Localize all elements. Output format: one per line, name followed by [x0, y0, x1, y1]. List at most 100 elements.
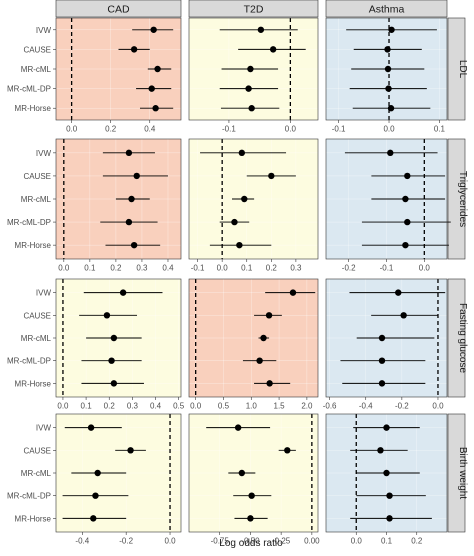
panel-border-fasting-glucose-asthma: [325, 278, 448, 398]
panel-border-ldl-asthma: [325, 17, 448, 121]
point-birth-weight-t2d-ivw: [234, 424, 242, 431]
point-triglycerides-t2d-ivw: [238, 149, 246, 157]
method-label-triglycerides-mr-cml: MR-cML: [21, 195, 52, 204]
xtick-label-birth-weight-cad-2: 0.0: [164, 537, 176, 546]
point-triglycerides-asthma-mr-horse: [402, 241, 409, 249]
point-ldl-asthma-cause: [384, 46, 391, 53]
xtick-label-birth-weight-t2d-1: -0.50: [241, 537, 260, 546]
point-fasting-glucose-t2d-cause: [265, 312, 273, 319]
xtick-label-triglycerides-cad-4: 0.4: [162, 264, 174, 273]
point-fasting-glucose-t2d-mr-cml: [260, 334, 267, 342]
method-label-birth-weight-cause: CAUSE: [23, 446, 51, 455]
method-label-ldl-mr-cml-dp: MR-cML-DP: [7, 85, 51, 94]
point-birth-weight-t2d-mr-cml-dp: [248, 492, 255, 499]
exposure-strip-triglycerides: [447, 138, 466, 260]
outcome-label-t2d: T2D: [244, 4, 264, 16]
method-label-fasting-glucose-mr-horse: MR-Horse: [15, 379, 52, 388]
point-ldl-cad-mr-cml-dp: [148, 85, 155, 92]
outcome-strip-asthma: [325, 0, 448, 18]
point-ldl-t2d-mr-horse: [248, 105, 255, 112]
outcome-strip-cad: [55, 0, 182, 18]
xtick-label-triglycerides-asthma-2: 0.0: [419, 264, 431, 273]
method-label-fasting-glucose-ivw: IVW: [36, 289, 52, 298]
point-fasting-glucose-t2d-mr-horse: [266, 380, 273, 387]
point-triglycerides-cad-ivw: [125, 149, 133, 157]
point-triglycerides-t2d-cause: [268, 172, 275, 180]
point-birth-weight-asthma-ivw: [383, 424, 390, 431]
point-triglycerides-cad-mr-cml-dp: [125, 218, 133, 226]
xtick-label-ldl-cad-0: 0.0: [66, 125, 78, 134]
exposure-label-ldl: LDL: [457, 60, 468, 79]
method-label-birth-weight-mr-horse: MR-Horse: [15, 514, 52, 523]
xtick-label-fasting-glucose-t2d-4: 2.0: [301, 402, 313, 411]
point-triglycerides-asthma-mr-cml: [402, 195, 409, 203]
point-fasting-glucose-cad-mr-horse: [110, 380, 118, 387]
point-triglycerides-asthma-cause: [404, 172, 411, 180]
method-label-fasting-glucose-cause: CAUSE: [23, 311, 51, 320]
method-label-ldl-mr-horse: MR-Horse: [15, 104, 52, 113]
xtick-label-ldl-t2d-0: -0.1: [222, 125, 236, 134]
xtick-label-triglycerides-asthma-0: -0.2: [342, 264, 356, 273]
exposure-strip-fasting-glucose: [447, 278, 466, 398]
point-fasting-glucose-cad-ivw: [119, 289, 127, 296]
panel-border-fasting-glucose-t2d: [188, 278, 319, 398]
point-birth-weight-t2d-mr-cml: [238, 469, 246, 477]
point-fasting-glucose-cad-mr-cml: [110, 334, 118, 342]
point-birth-weight-cad-cause: [127, 447, 134, 454]
point-fasting-glucose-asthma-mr-cml: [378, 334, 386, 342]
point-ldl-asthma-mr-cml: [384, 65, 392, 73]
point-triglycerides-t2d-mr-horse: [236, 241, 243, 249]
method-label-fasting-glucose-mr-cml-dp: MR-cML-DP: [7, 357, 51, 366]
point-birth-weight-cad-mr-horse: [90, 515, 97, 522]
xtick-label-ldl-asthma-0: -0.1: [332, 125, 346, 134]
xtick-label-triglycerides-t2d-3: 0.2: [266, 264, 278, 273]
xtick-label-ldl-t2d-1: 0.0: [285, 125, 297, 134]
exposure-label-fasting-glucose: Fasting glucose: [457, 303, 468, 373]
point-fasting-glucose-t2d-mr-cml-dp: [256, 357, 263, 364]
point-triglycerides-cad-mr-horse: [130, 241, 138, 249]
point-triglycerides-cad-mr-cml: [128, 195, 135, 203]
xtick-label-fasting-glucose-t2d-3: 1.5: [274, 402, 286, 411]
point-fasting-glucose-asthma-cause: [400, 312, 407, 319]
point-triglycerides-asthma-ivw: [387, 149, 394, 157]
xtick-label-triglycerides-cad-2: 0.2: [110, 264, 122, 273]
point-birth-weight-asthma-cause: [377, 447, 384, 454]
point-fasting-glucose-asthma-mr-horse: [378, 380, 386, 387]
outcome-label-asthma: Asthma: [369, 4, 405, 16]
panel-border-ldl-t2d: [188, 17, 319, 121]
xtick-label-fasting-glucose-asthma-0: -0.6: [323, 402, 337, 411]
point-ldl-t2d-ivw: [257, 26, 265, 33]
exposure-label-triglycerides: Triglycerides: [457, 171, 468, 227]
panel-border-triglycerides-t2d: [188, 138, 319, 260]
method-label-triglycerides-ivw: IVW: [36, 149, 52, 158]
xtick-label-fasting-glucose-cad-5: 0.5: [173, 402, 185, 411]
xtick-label-birth-weight-t2d-2: -0.25: [272, 537, 291, 546]
point-ldl-t2d-cause: [269, 46, 277, 53]
point-birth-weight-t2d-mr-horse: [247, 515, 254, 522]
method-label-birth-weight-mr-cml-dp: MR-cML-DP: [7, 492, 51, 501]
outcome-strip-t2d: [188, 0, 319, 18]
xtick-label-birth-weight-t2d-0: -0.75: [211, 537, 230, 546]
xtick-label-fasting-glucose-t2d-1: 0.5: [218, 402, 230, 411]
xtick-label-triglycerides-t2d-2: 0.1: [241, 264, 253, 273]
xtick-label-fasting-glucose-cad-2: 0.2: [104, 402, 116, 411]
xtick-label-triglycerides-t2d-0: -0.1: [191, 264, 205, 273]
xtick-label-triglycerides-cad-3: 0.3: [136, 264, 148, 273]
point-ldl-cad-mr-cml: [154, 65, 161, 73]
xtick-label-fasting-glucose-cad-4: 0.4: [150, 402, 162, 411]
xtick-label-ldl-cad-2: 0.4: [144, 125, 156, 134]
point-birth-weight-asthma-mr-horse: [386, 515, 393, 522]
method-label-ldl-ivw: IVW: [36, 26, 52, 35]
point-birth-weight-cad-ivw: [87, 424, 95, 431]
point-ldl-cad-cause: [130, 46, 138, 53]
point-birth-weight-cad-mr-cml-dp: [92, 492, 99, 499]
xtick-label-birth-weight-t2d-3: 0.00: [304, 537, 320, 546]
method-label-ldl-mr-cml: MR-cML: [21, 65, 52, 74]
x-axis-title: Log odds ratio: [219, 538, 283, 549]
point-fasting-glucose-asthma-ivw: [395, 289, 402, 296]
point-ldl-t2d-mr-cml-dp: [245, 85, 252, 92]
xtick-label-fasting-glucose-asthma-1: -0.4: [359, 402, 373, 411]
xtick-label-fasting-glucose-cad-1: 0.1: [81, 402, 93, 411]
